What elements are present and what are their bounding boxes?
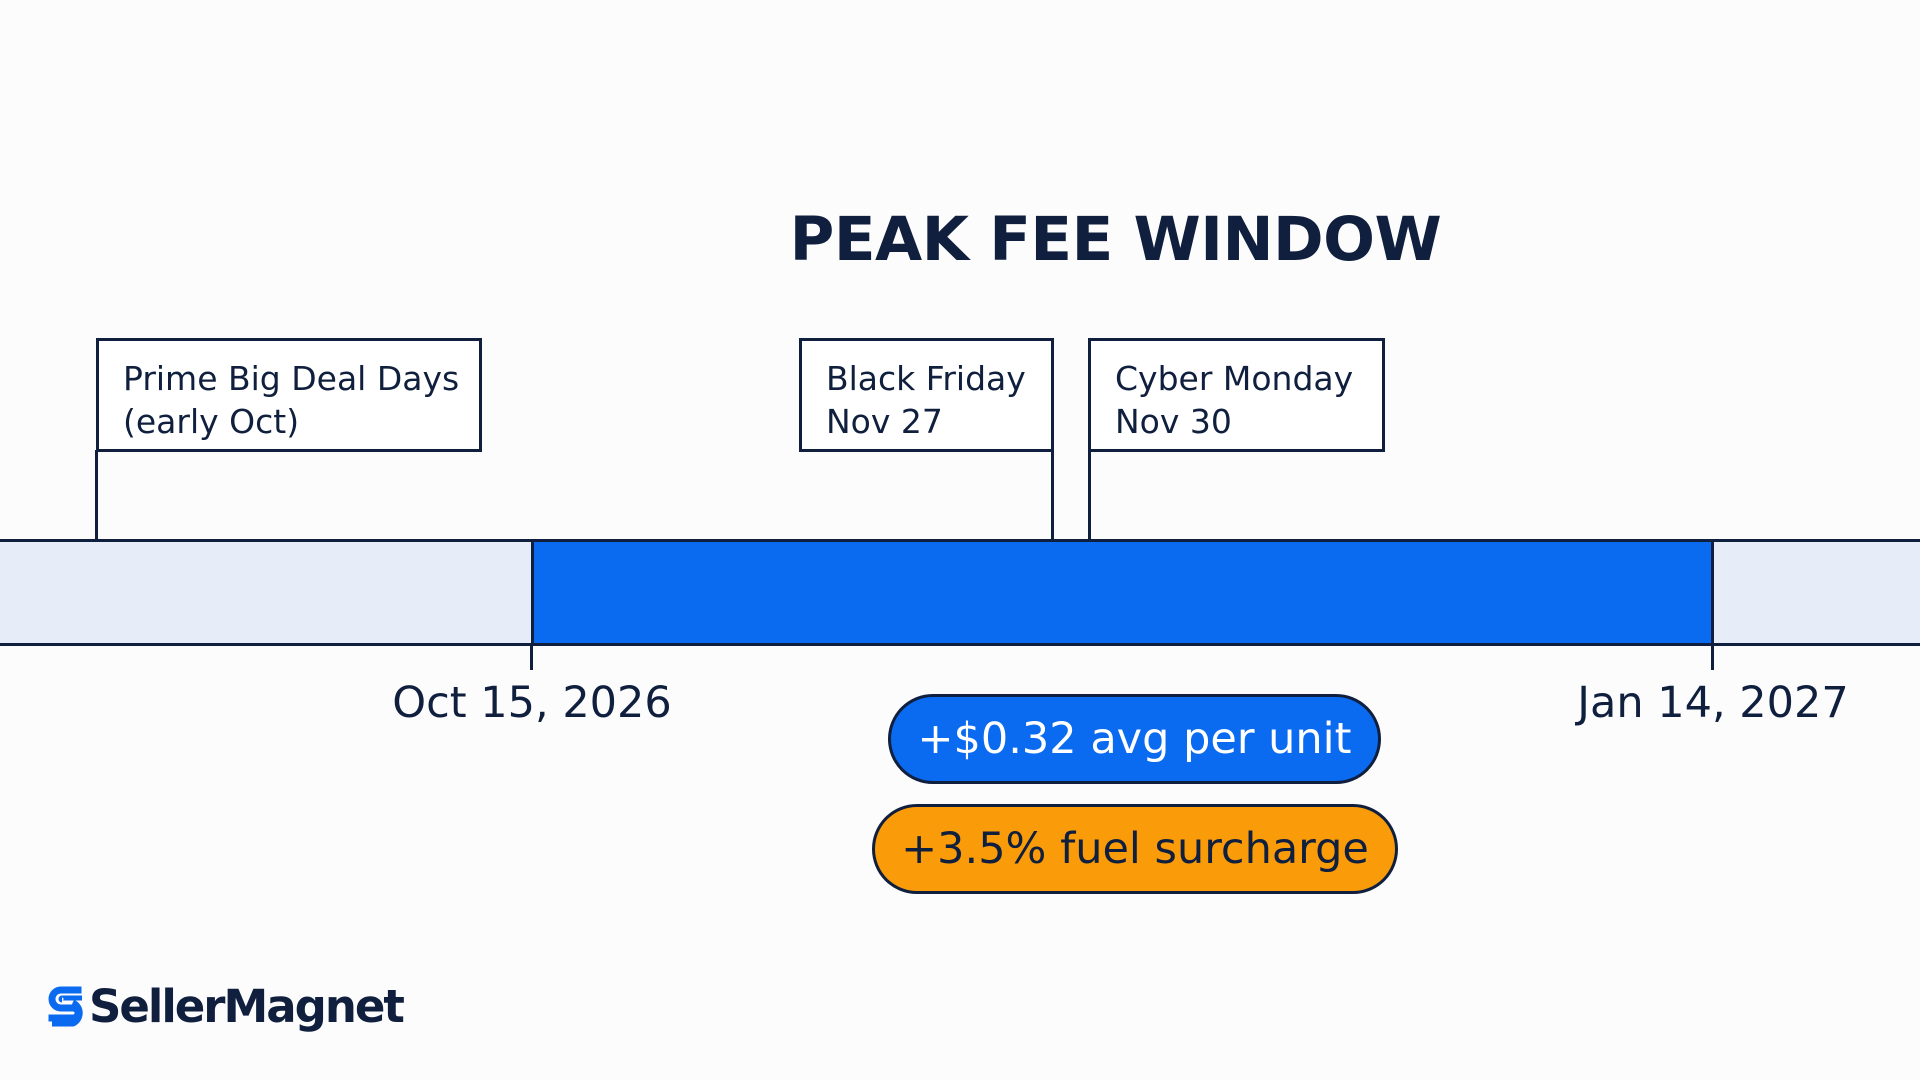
peak-window-bar bbox=[531, 539, 1714, 646]
s-logo-icon bbox=[48, 986, 83, 1026]
end-tick bbox=[1711, 644, 1714, 670]
event-black-friday: Black Friday Nov 27 bbox=[799, 338, 1054, 452]
event-pole-prime bbox=[95, 450, 98, 542]
event-date: Nov 30 bbox=[1115, 402, 1232, 441]
event-date: (early Oct) bbox=[123, 402, 300, 441]
event-name: Cyber Monday bbox=[1115, 359, 1354, 398]
start-tick bbox=[530, 644, 533, 670]
fuel-surcharge-badge: +3.5% fuel surcharge bbox=[872, 804, 1398, 894]
event-pole-black-friday bbox=[1051, 450, 1054, 542]
event-cyber-monday: Cyber Monday Nov 30 bbox=[1088, 338, 1385, 452]
end-date-label: Jan 14, 2027 bbox=[1577, 678, 1849, 728]
event-name: Black Friday bbox=[826, 359, 1026, 398]
event-name: Prime Big Deal Days bbox=[123, 359, 460, 398]
start-date-label: Oct 15, 2026 bbox=[392, 678, 672, 728]
brand-name: SellerMagnet bbox=[89, 980, 405, 1033]
per-unit-fee-badge: +$0.32 avg per unit bbox=[888, 694, 1381, 784]
event-date: Nov 27 bbox=[826, 402, 943, 441]
event-prime-big-deal-days: Prime Big Deal Days (early Oct) bbox=[96, 338, 482, 452]
event-pole-cyber-monday bbox=[1088, 450, 1091, 542]
brand-logo: SellerMagnet bbox=[48, 980, 405, 1033]
page-title: PEAK FEE WINDOW bbox=[789, 204, 1442, 275]
